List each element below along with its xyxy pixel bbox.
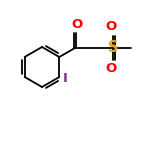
Text: O: O bbox=[71, 17, 82, 31]
Text: S: S bbox=[108, 40, 118, 55]
Text: I: I bbox=[62, 71, 67, 85]
Text: O: O bbox=[105, 19, 116, 33]
Text: O: O bbox=[105, 62, 116, 76]
